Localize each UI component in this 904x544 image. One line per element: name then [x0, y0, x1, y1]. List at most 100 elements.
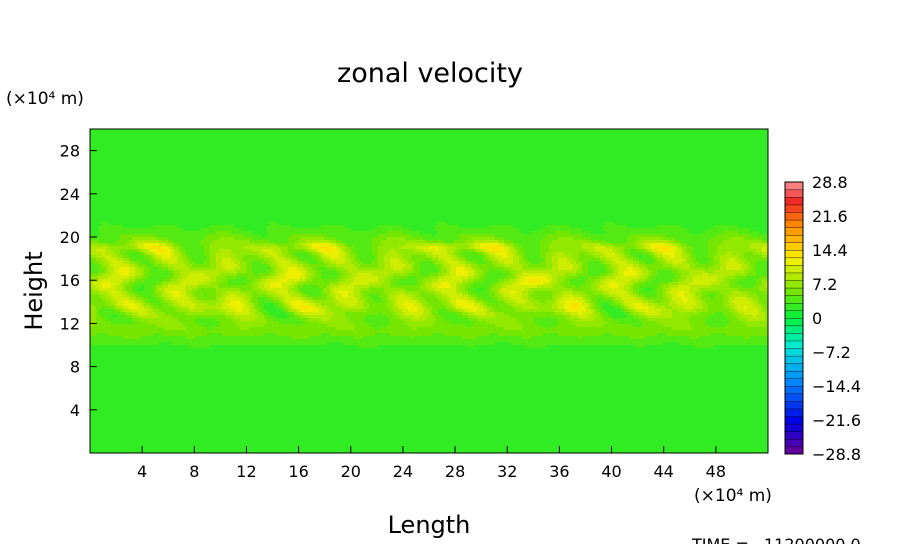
field-cell	[90, 411, 768, 415]
field-cell	[111, 249, 121, 253]
field-cell	[252, 249, 262, 253]
field-cell	[720, 264, 727, 268]
field-cell	[150, 267, 160, 271]
field-cell	[300, 279, 307, 283]
field-cell	[597, 282, 604, 286]
y-tick-label: 16	[60, 271, 80, 290]
field-cell	[606, 222, 616, 226]
field-cell	[603, 225, 628, 229]
field-cell	[159, 267, 169, 271]
field-cell	[390, 258, 400, 262]
field-cell	[207, 333, 223, 337]
field-cell	[183, 228, 202, 232]
field-cell	[627, 267, 634, 271]
field-cell	[291, 282, 298, 286]
field-cell	[516, 279, 523, 283]
field-cell	[387, 294, 391, 298]
field-cell	[744, 306, 748, 310]
field-cell	[192, 300, 199, 304]
field-cell	[648, 303, 658, 307]
field-cell	[519, 255, 523, 259]
field-cell	[630, 291, 637, 295]
field-cell	[516, 249, 520, 253]
field-cell	[228, 303, 244, 307]
field-cell	[342, 270, 349, 274]
field-cell	[156, 258, 163, 262]
field-cell	[627, 225, 658, 229]
field-cell	[450, 297, 469, 301]
field-cell	[405, 270, 415, 274]
field-cell	[336, 237, 373, 241]
field-cell	[138, 288, 145, 292]
field-cell	[90, 390, 768, 394]
field-cell	[324, 237, 337, 241]
field-cell	[513, 261, 520, 265]
field-cell	[363, 303, 370, 307]
field-cell	[135, 297, 142, 301]
field-cell	[180, 252, 184, 256]
field-cell	[483, 273, 487, 277]
colorbar-segment	[784, 204, 804, 213]
field-cell	[693, 246, 709, 250]
field-cell	[588, 276, 601, 280]
colorbar-segment	[784, 363, 804, 372]
field-cell	[321, 306, 328, 310]
field-cell	[633, 312, 640, 316]
field-cell	[663, 342, 679, 346]
field-cell	[231, 306, 244, 310]
field-cell	[729, 318, 739, 322]
colorbar-segment	[784, 416, 804, 425]
field-cell	[594, 306, 601, 310]
field-cell	[645, 279, 652, 283]
field-cell	[171, 300, 178, 304]
field-cell	[453, 249, 460, 253]
field-cell	[153, 294, 160, 298]
field-cell	[630, 306, 637, 310]
field-cell	[600, 312, 604, 316]
field-cell	[348, 246, 355, 250]
field-cell	[666, 288, 673, 292]
field-cell	[186, 288, 193, 292]
field-cell	[273, 294, 283, 298]
field-cell	[228, 279, 250, 283]
field-cell	[276, 270, 283, 274]
field-cell	[588, 294, 604, 298]
field-cell	[486, 309, 490, 313]
field-cell	[342, 306, 364, 310]
field-cell	[666, 243, 673, 247]
field-cell	[351, 282, 370, 286]
field-cell	[216, 303, 223, 307]
field-cell	[204, 246, 211, 250]
field-cell	[180, 276, 187, 280]
field-cell	[678, 291, 685, 295]
field-cell	[564, 252, 580, 256]
field-cell	[420, 273, 430, 277]
field-cell	[717, 234, 751, 238]
field-cell	[744, 270, 751, 274]
field-cell	[582, 246, 595, 250]
field-cell	[492, 306, 514, 310]
field-cell	[600, 279, 607, 283]
field-cell	[627, 282, 634, 286]
field-cell	[150, 273, 172, 277]
field-cell	[636, 249, 646, 253]
field-cell	[210, 261, 217, 265]
field-cell	[207, 294, 217, 298]
field-cell	[126, 312, 133, 316]
field-cell	[129, 282, 136, 286]
field-cell	[132, 258, 148, 262]
field-cell	[420, 270, 439, 274]
field-cell	[675, 255, 682, 259]
field-cell	[750, 243, 768, 247]
colorbar-tick-label: 28.8	[812, 173, 848, 192]
field-cell	[570, 231, 592, 235]
field-cell	[462, 294, 469, 298]
field-cell	[321, 318, 331, 322]
field-cell	[354, 246, 373, 250]
field-cell	[504, 276, 511, 280]
field-cell	[606, 276, 616, 280]
field-cell	[180, 321, 196, 325]
field-cell	[483, 300, 490, 304]
field-cell	[90, 156, 768, 160]
